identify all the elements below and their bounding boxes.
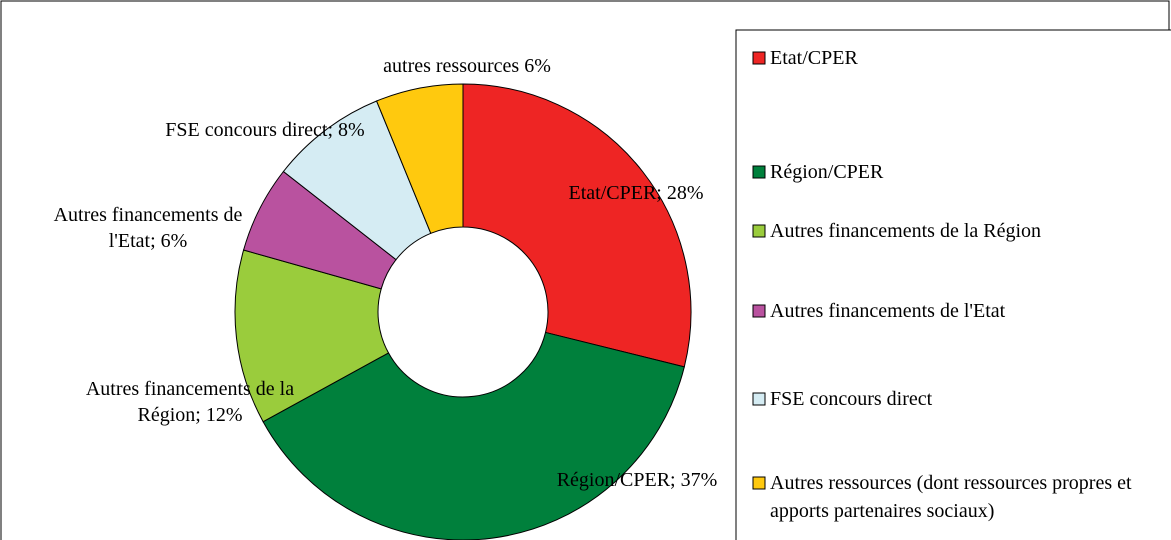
legend-swatch <box>752 51 766 65</box>
data-label: Région/CPER; 37% <box>556 469 718 491</box>
donut-slice <box>234 249 390 423</box>
donut-slice <box>462 83 692 368</box>
legend-label: Autres ressources (dont ressources propr… <box>770 472 1132 522</box>
legend-swatch <box>752 304 766 318</box>
legend-swatch <box>752 392 766 406</box>
legend-label: Région/CPER <box>770 161 884 183</box>
legend-swatch <box>752 165 766 179</box>
data-label: Autres financements de l'Etat; 6% <box>53 204 243 252</box>
legend-label: Etat/CPER <box>770 47 858 69</box>
data-label: Etat/CPER; 28% <box>568 182 704 204</box>
legend-box <box>735 29 1171 540</box>
donut-slice <box>375 83 464 234</box>
data-label: Autres financements de la Région; 12% <box>85 378 295 426</box>
legend-label: Autres financements de l'Etat <box>770 300 1006 322</box>
data-label: autres ressources 6% <box>383 55 551 77</box>
data-label: FSE concours direct; 8% <box>165 119 365 141</box>
legend-swatch <box>752 476 766 490</box>
legend-label: Autres financements de la Région <box>770 220 1042 242</box>
donut-slice <box>262 331 685 540</box>
legend-label: FSE concours direct <box>770 388 933 410</box>
legend-swatch <box>752 224 766 238</box>
